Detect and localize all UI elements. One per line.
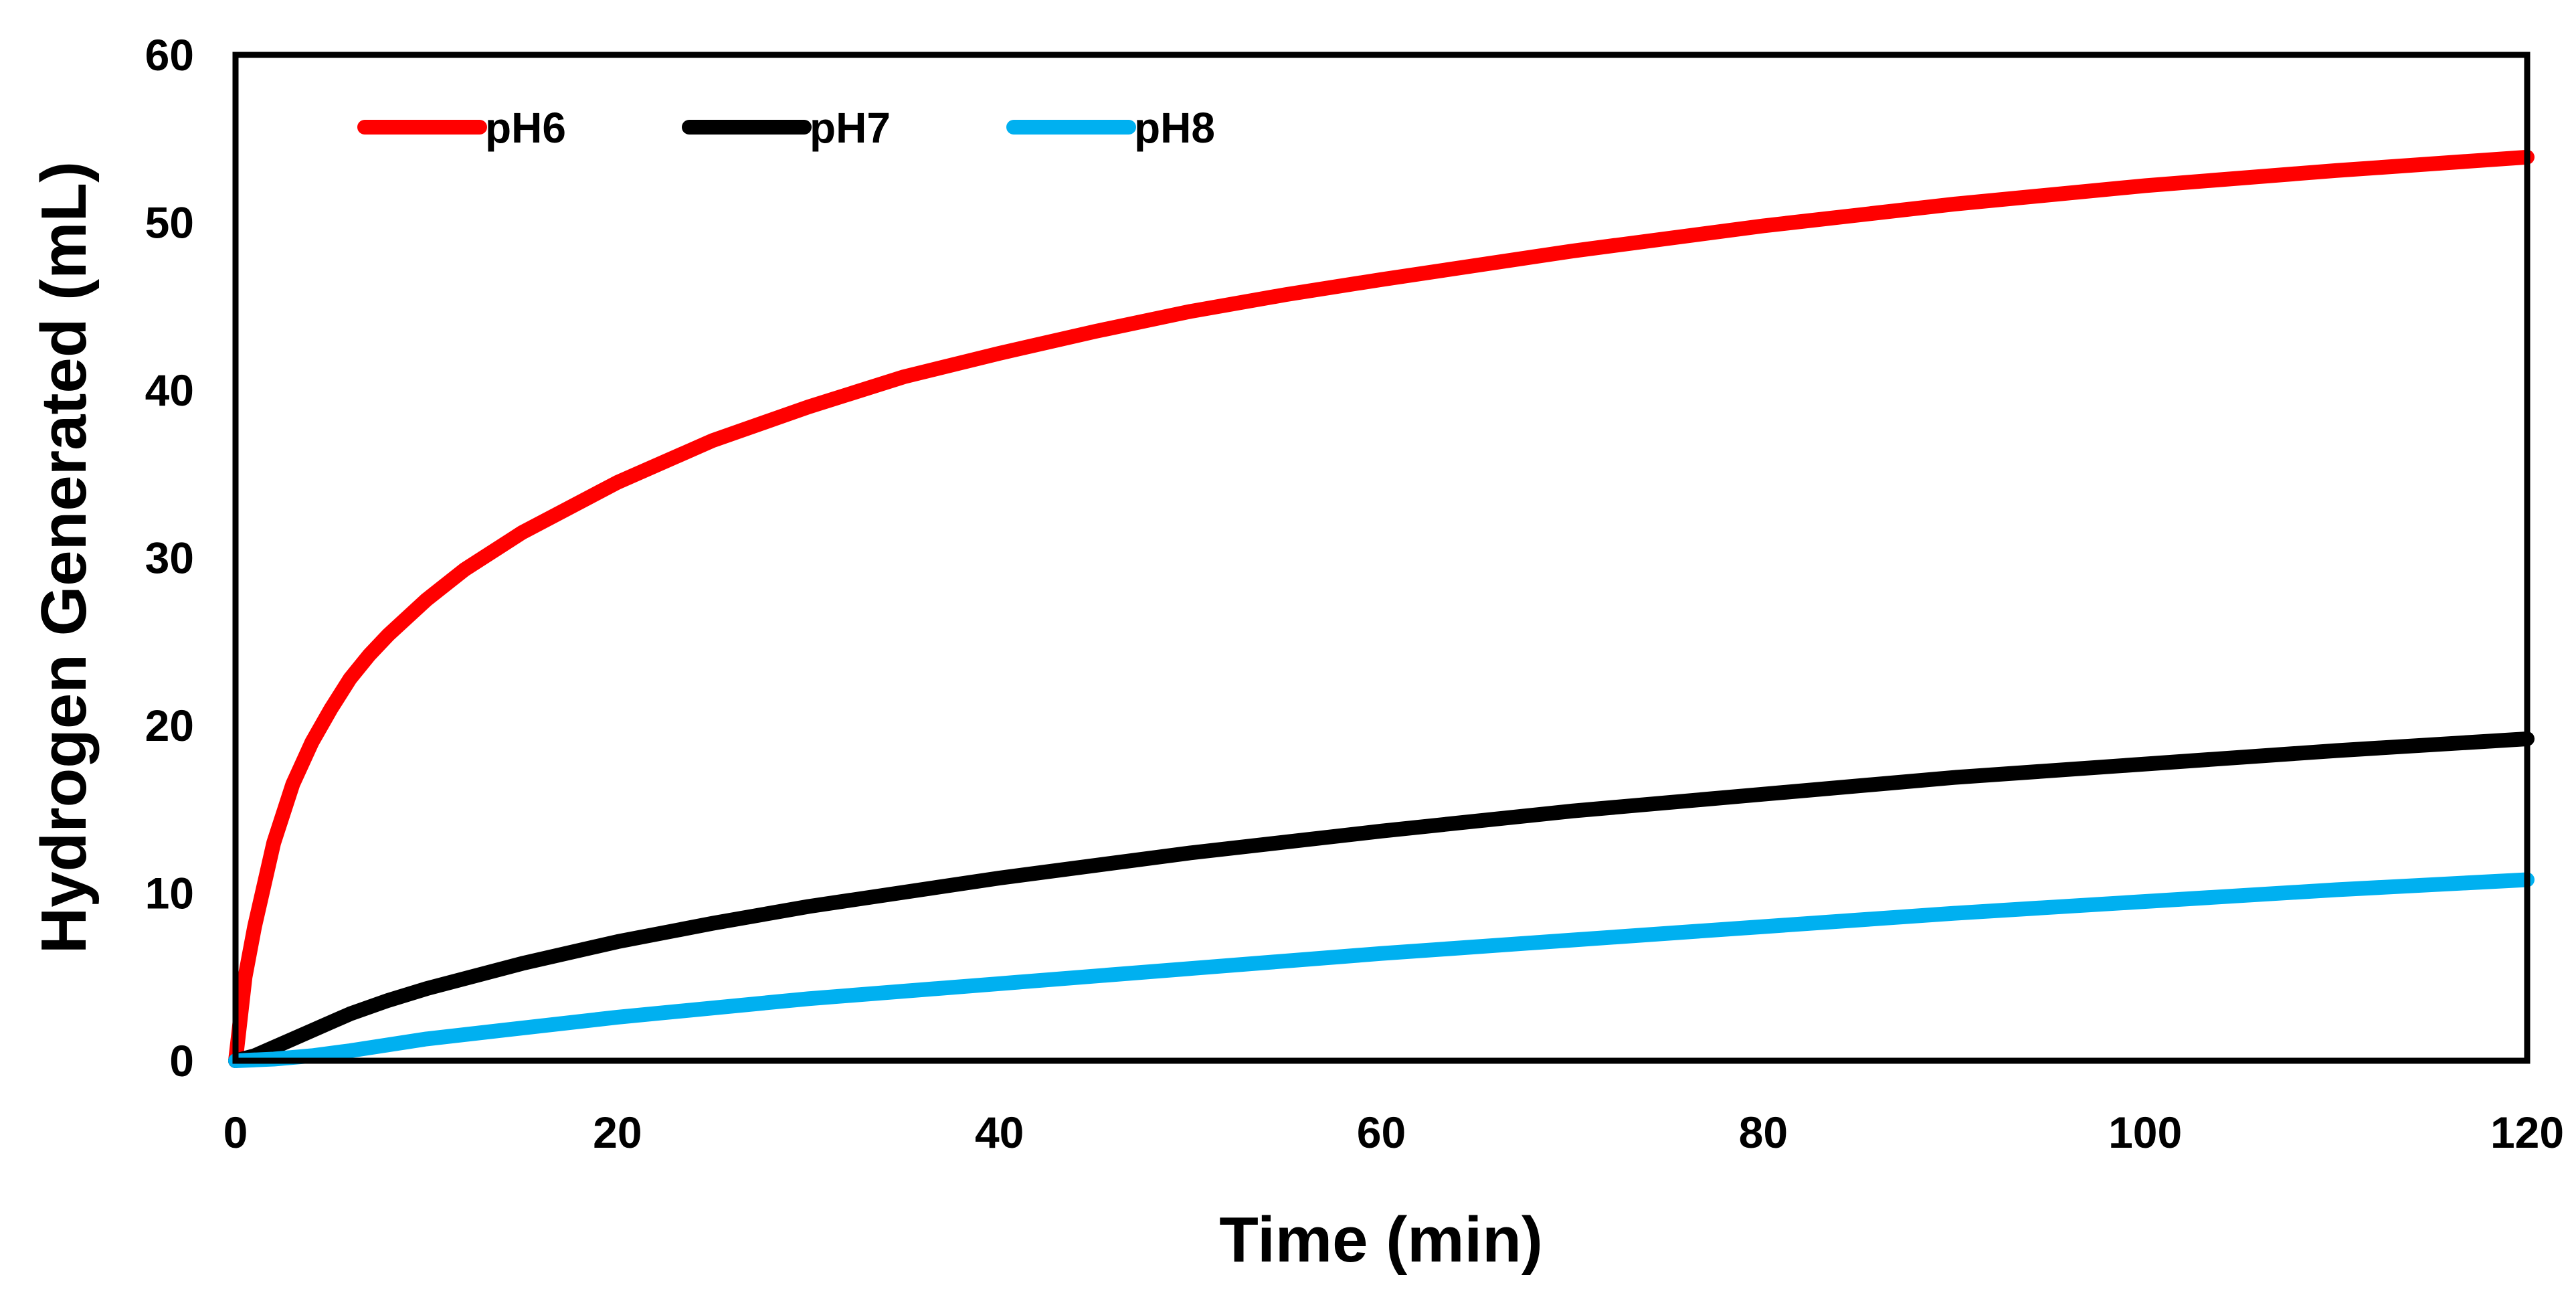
legend-item-ph7: pH7	[682, 104, 891, 152]
x-axis-title: Time (min)	[1219, 1204, 1543, 1276]
y-tick-label: 10	[145, 869, 194, 918]
y-tick-label: 20	[145, 701, 194, 750]
series-line-ph7	[228, 731, 2535, 1068]
x-tick-label: 100	[2108, 1108, 2182, 1157]
legend-item-ph8: pH8	[1006, 104, 1215, 152]
series-layer	[228, 149, 2535, 1068]
legend: pH6 pH7 pH8	[357, 104, 1215, 152]
x-tick-label: 40	[975, 1108, 1024, 1157]
series-line-ph6	[228, 149, 2535, 1068]
x-tick-label: 0	[223, 1108, 248, 1157]
y-tick-label: 40	[145, 365, 194, 415]
legend-label: pH8	[1134, 104, 1215, 152]
y-axis-ticks: 0 10 20 30 40 50 60	[145, 30, 194, 1086]
x-tick-label: 60	[1357, 1108, 1406, 1157]
y-tick-label: 30	[145, 533, 194, 583]
y-tick-label: 50	[145, 198, 194, 248]
legend-label: pH6	[485, 104, 566, 152]
series-line-ph8	[228, 872, 2535, 1068]
legend-label: pH7	[810, 104, 891, 152]
y-tick-label: 0	[169, 1036, 194, 1086]
x-tick-label: 20	[593, 1108, 642, 1157]
plot-frame	[232, 52, 2531, 1064]
x-tick-label: 120	[2490, 1108, 2564, 1157]
x-tick-label: 80	[1739, 1108, 1788, 1157]
x-axis-ticks: 0 20 40 60 80 100 120	[223, 1108, 2564, 1157]
y-axis-title: Hydrogen Generated (mL)	[28, 161, 100, 954]
legend-item-ph6: pH6	[357, 104, 566, 152]
y-tick-label: 60	[145, 30, 194, 80]
